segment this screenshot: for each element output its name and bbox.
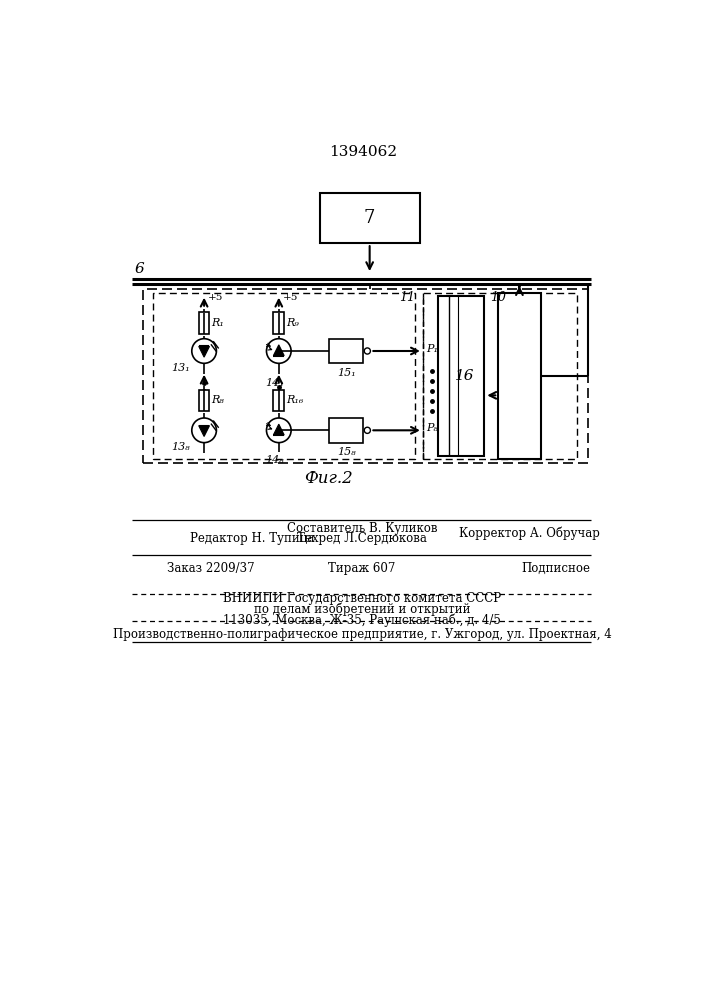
Text: 13₁: 13₁ <box>172 363 190 373</box>
Polygon shape <box>274 345 284 356</box>
Text: R₁₆: R₁₆ <box>286 395 303 405</box>
Text: 14₈: 14₈ <box>266 455 284 465</box>
Text: 10: 10 <box>490 291 506 304</box>
Bar <box>329 418 363 443</box>
Text: 15₈: 15₈ <box>337 447 356 457</box>
Polygon shape <box>199 426 209 436</box>
Text: Производственно-полиграфическое предприятие, г. Ужгород, ул. Проектная, 4: Производственно-полиграфическое предприя… <box>112 628 612 641</box>
Text: 7: 7 <box>364 209 375 227</box>
Text: Подписное: Подписное <box>521 562 590 575</box>
Text: +5: +5 <box>283 293 298 302</box>
Text: Редактор Н. Тупица: Редактор Н. Тупица <box>190 532 315 545</box>
Text: 1394062: 1394062 <box>329 145 397 159</box>
Text: Составитель В. Куликов: Составитель В. Куликов <box>287 522 437 535</box>
Text: 14₁: 14₁ <box>266 378 284 388</box>
Text: 16: 16 <box>455 369 475 383</box>
Text: R₁: R₁ <box>211 318 224 328</box>
Text: 113035, Москва, Ж-35, Раушская наб., д. 4/5: 113035, Москва, Ж-35, Раушская наб., д. … <box>223 614 501 627</box>
Bar <box>498 293 541 459</box>
Text: +5: +5 <box>208 293 223 302</box>
Text: R₈: R₈ <box>211 395 224 405</box>
Bar <box>199 389 209 411</box>
Text: 13₈: 13₈ <box>172 442 190 452</box>
Text: Фиг.2: Фиг.2 <box>305 470 354 487</box>
Bar <box>329 339 363 363</box>
Text: 6: 6 <box>135 262 144 276</box>
Text: Тираж 607: Тираж 607 <box>328 562 396 575</box>
Text: 15₁: 15₁ <box>337 368 356 378</box>
Text: ВНИИПИ Государственного комитета СССР: ВНИИПИ Государственного комитета СССР <box>223 592 501 605</box>
Bar <box>143 289 588 463</box>
Bar <box>199 312 209 334</box>
Text: по делам изобретений и открытий: по делам изобретений и открытий <box>254 603 470 616</box>
Text: 11: 11 <box>399 291 415 304</box>
Bar <box>274 312 284 334</box>
Text: P₁: P₁ <box>426 344 438 354</box>
Bar <box>438 296 484 456</box>
Bar <box>274 389 284 411</box>
Bar <box>153 293 415 459</box>
Text: P₈: P₈ <box>426 423 438 433</box>
Text: R₉: R₉ <box>286 318 298 328</box>
Bar <box>320 193 420 243</box>
Text: Заказ 2209/37: Заказ 2209/37 <box>167 562 255 575</box>
Text: Техред Л.Сердюкова: Техред Л.Сердюкова <box>297 532 427 545</box>
Polygon shape <box>274 424 284 435</box>
Polygon shape <box>199 346 209 357</box>
Text: Корректор А. Обручар: Корректор А. Обручар <box>459 527 600 540</box>
Bar <box>423 293 577 459</box>
